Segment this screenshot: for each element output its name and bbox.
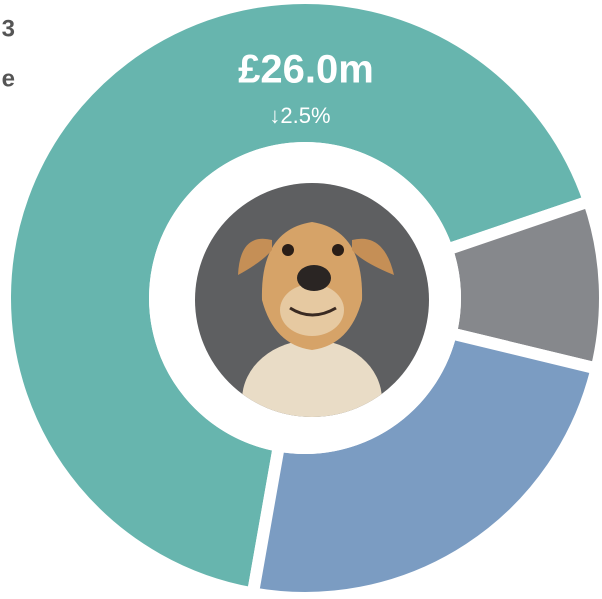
photo [195, 183, 429, 417]
change-label: ↓2.5% [269, 103, 330, 128]
title-fragment: e [2, 65, 15, 92]
title-fragment: 3 [2, 15, 15, 42]
annotation: £26.0m [238, 48, 374, 92]
